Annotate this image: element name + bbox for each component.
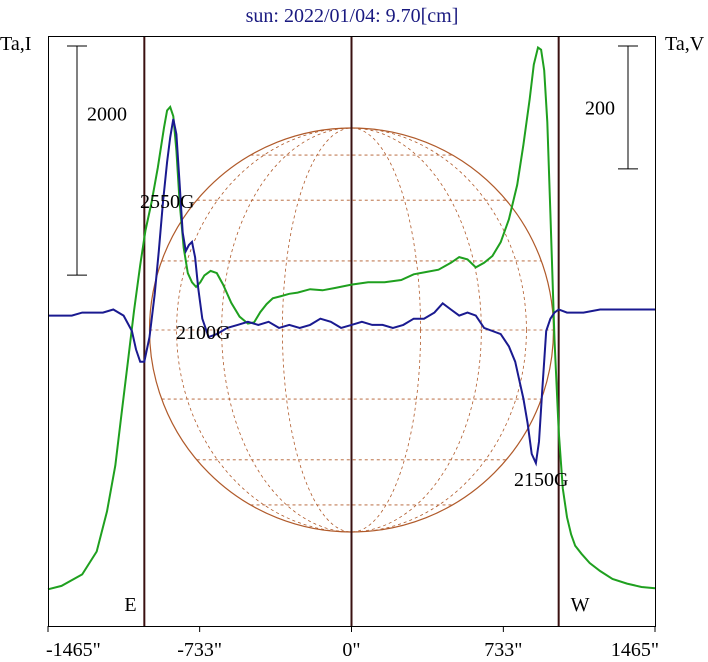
x-tick-label: -1465" <box>46 639 101 661</box>
right-scale-label: 200 <box>585 97 615 119</box>
x-tick-label: 733" <box>484 639 522 661</box>
x-tick-label: 0" <box>342 639 360 661</box>
annotation-label: 2100G <box>176 322 230 344</box>
right-axis-label: Ta,V <box>665 33 705 55</box>
scale-bars: 2000 200 <box>67 45 638 276</box>
series-intensity-line <box>47 45 656 591</box>
annotation-label: 2150G <box>514 469 568 491</box>
longitude-line <box>282 127 421 533</box>
left-axis-label: Ta,I <box>0 33 31 55</box>
limb-label-w: W <box>571 594 590 616</box>
chart-labels: 2550G 2100G 2150G E W <box>124 191 589 616</box>
limb-label-e: E <box>124 594 136 616</box>
x-tick-label: -733" <box>177 639 222 661</box>
x-tick-label: 1465" <box>611 639 659 661</box>
x-axis-ticks: -1465" -733" 0" 733" 1465" <box>46 626 659 661</box>
longitude-line <box>221 127 482 533</box>
left-scale-label: 2000 <box>87 104 127 126</box>
series-polarization-line <box>48 118 655 467</box>
chart-title: sun: 2022/01/04: 9.70[cm] <box>246 5 459 27</box>
vertical-reference-lines <box>143 36 560 626</box>
annotation-label: 2550G <box>140 191 194 213</box>
